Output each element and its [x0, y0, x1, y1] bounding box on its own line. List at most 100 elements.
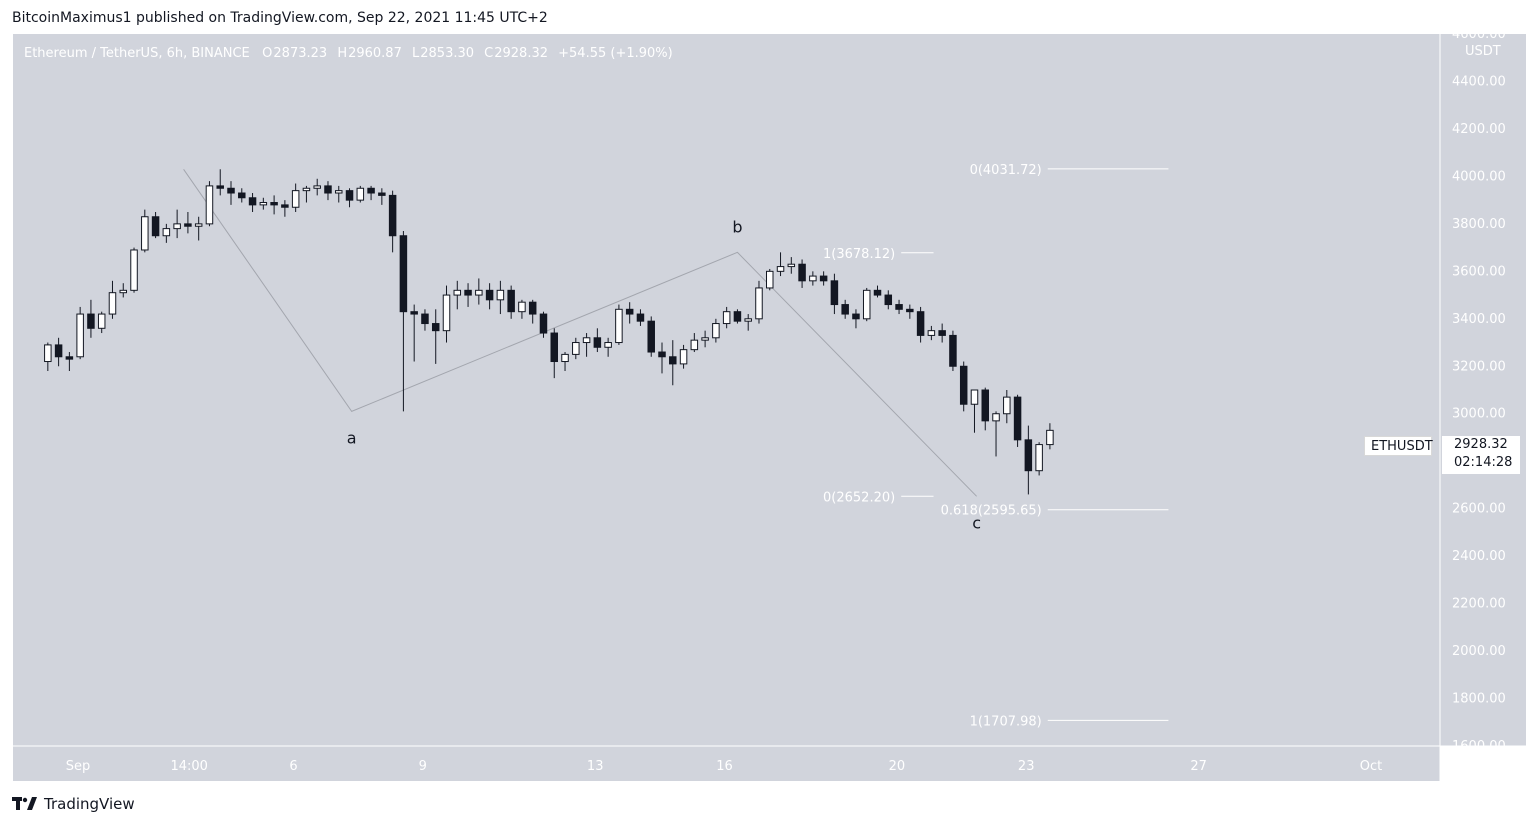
candle[interactable]: [205, 181, 214, 227]
candle[interactable]: [938, 323, 946, 343]
candle[interactable]: [1035, 442, 1043, 476]
candle[interactable]: [184, 212, 192, 234]
candle[interactable]: [755, 280, 763, 324]
candle[interactable]: [819, 271, 828, 286]
candle[interactable]: [388, 190, 397, 253]
candle[interactable]: [906, 304, 914, 319]
candle[interactable]: [959, 361, 968, 412]
candle[interactable]: [669, 340, 677, 386]
candle[interactable]: [130, 247, 138, 293]
candle[interactable]: [873, 285, 882, 298]
candle[interactable]: [658, 342, 666, 374]
candle[interactable]: [151, 212, 160, 239]
candle[interactable]: [1003, 390, 1011, 424]
candle[interactable]: [1046, 423, 1054, 450]
candle[interactable]: [431, 309, 440, 364]
candle[interactable]: [949, 330, 957, 372]
candle[interactable]: [345, 188, 354, 208]
candle[interactable]: [97, 311, 106, 334]
candle[interactable]: [356, 185, 365, 203]
candle[interactable]: [475, 278, 483, 305]
candle[interactable]: [604, 337, 612, 357]
candle[interactable]: [518, 299, 526, 319]
candle[interactable]: [442, 285, 451, 343]
candle[interactable]: [809, 271, 817, 286]
candle[interactable]: [593, 328, 602, 353]
candle[interactable]: [572, 337, 580, 360]
candle[interactable]: [399, 230, 408, 412]
candle[interactable]: [862, 287, 871, 322]
candle[interactable]: [410, 304, 418, 362]
candle[interactable]: [1024, 425, 1033, 495]
candle[interactable]: [981, 387, 990, 431]
y-tick-label-15: 4600.00: [1452, 27, 1506, 42]
candle[interactable]: [485, 283, 494, 310]
candle[interactable]: [421, 309, 429, 331]
candle[interactable]: [173, 209, 181, 239]
candle[interactable]: [1013, 394, 1022, 447]
candle[interactable]: [291, 183, 300, 212]
candle[interactable]: [378, 188, 386, 205]
candle[interactable]: [259, 197, 268, 210]
candle[interactable]: [798, 259, 806, 288]
candle[interactable]: [194, 216, 203, 241]
candle[interactable]: [970, 389, 979, 433]
candle[interactable]: [852, 309, 860, 329]
candle[interactable]: [496, 280, 505, 315]
candle[interactable]: [647, 316, 655, 357]
candle[interactable]: [539, 311, 548, 338]
candle[interactable]: [787, 257, 796, 274]
candle[interactable]: [776, 252, 785, 277]
footer-brand[interactable]: TradingView: [12, 795, 135, 813]
candle[interactable]: [679, 344, 688, 369]
candle[interactable]: [119, 283, 128, 298]
candle[interactable]: [227, 181, 235, 205]
candle[interactable]: [625, 302, 634, 324]
candle[interactable]: [895, 299, 903, 315]
candle[interactable]: [927, 325, 936, 341]
x-tick-label-5: 16: [716, 759, 733, 774]
candle[interactable]: [281, 200, 289, 217]
candle[interactable]: [561, 352, 569, 372]
x-tick-label-3: 9: [419, 759, 427, 774]
candle[interactable]: [367, 185, 375, 201]
candle[interactable]: [507, 285, 515, 319]
candle[interactable]: [733, 309, 742, 324]
candle[interactable]: [916, 306, 925, 343]
candle[interactable]: [141, 209, 149, 253]
candle[interactable]: [87, 299, 95, 338]
candle[interactable]: [216, 169, 224, 196]
candle[interactable]: [248, 193, 257, 212]
candle[interactable]: [992, 411, 1000, 457]
candle[interactable]: [744, 314, 752, 331]
candle[interactable]: [582, 333, 591, 357]
candle[interactable]: [108, 280, 117, 319]
candle[interactable]: [841, 299, 849, 319]
candle[interactable]: [464, 283, 472, 307]
candle[interactable]: [453, 280, 462, 310]
candle[interactable]: [550, 328, 559, 379]
candle[interactable]: [636, 309, 645, 326]
legend-low-label: L: [412, 46, 420, 61]
candle[interactable]: [65, 352, 74, 372]
candle[interactable]: [302, 185, 311, 203]
candle[interactable]: [615, 304, 623, 345]
candle[interactable]: [44, 342, 52, 372]
candle[interactable]: [830, 273, 839, 315]
candle[interactable]: [76, 306, 84, 360]
candle[interactable]: [701, 330, 709, 348]
candle[interactable]: [270, 195, 278, 215]
candle[interactable]: [722, 306, 731, 329]
candle[interactable]: [528, 299, 537, 324]
candle[interactable]: [162, 223, 171, 243]
candle[interactable]: [313, 178, 321, 196]
candle[interactable]: [335, 185, 343, 203]
candle[interactable]: [690, 333, 699, 353]
candle[interactable]: [54, 337, 63, 367]
candle[interactable]: [884, 290, 893, 310]
candle[interactable]: [766, 268, 774, 291]
candle[interactable]: [324, 181, 332, 201]
candle[interactable]: [238, 188, 246, 203]
candle[interactable]: [712, 318, 720, 343]
